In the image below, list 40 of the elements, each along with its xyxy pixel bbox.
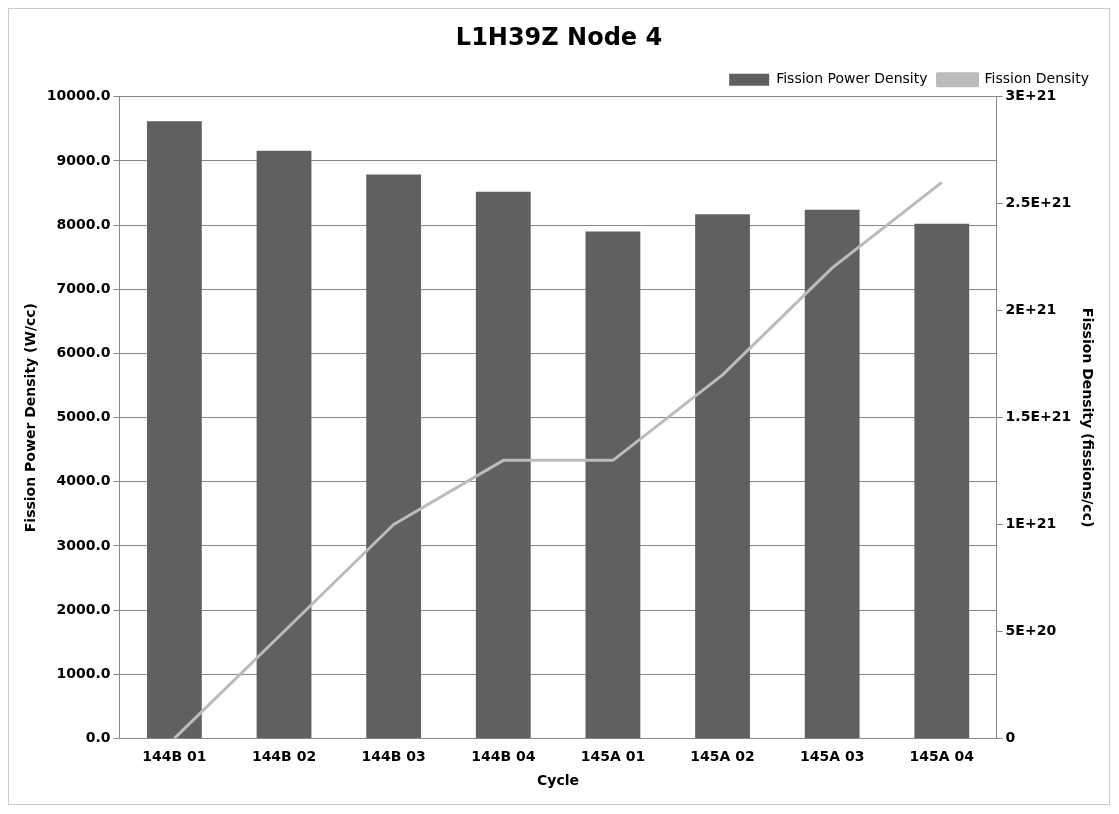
x-axis-title: Cycle — [537, 772, 580, 789]
y2-tick-label: 2.5E+21 — [1005, 194, 1072, 211]
y2-tick-label: 1E+21 — [1005, 515, 1057, 532]
bar — [695, 214, 750, 738]
bar — [804, 209, 860, 738]
x-tick-label: 145A 01 — [580, 748, 646, 765]
y2-tick-label: 3E+21 — [1005, 87, 1057, 104]
y-tick-label: 8000.0 — [56, 215, 111, 232]
y2-axis-title: Fission Density (fissions/cc) — [1079, 307, 1096, 528]
bar — [146, 121, 202, 738]
y-tick-label: 4000.0 — [56, 472, 111, 489]
x-tick-label: 145A 02 — [690, 748, 755, 765]
x-tick-label: 144B 02 — [251, 748, 317, 765]
bar — [475, 191, 531, 738]
bar — [366, 174, 422, 738]
y-tick-label: 3000.0 — [56, 536, 111, 553]
y2-tick-label: 1.5E+21 — [1005, 408, 1072, 425]
x-tick-label: 144B 01 — [142, 748, 207, 765]
y-axis-title: Fission Power Density (W/cc) — [22, 302, 39, 533]
y-tick-label: 6000.0 — [56, 344, 111, 361]
x-tick-label: 144B 04 — [471, 748, 536, 765]
x-tick-label: 145A 03 — [799, 748, 865, 765]
y2-tick-label: 0 — [1005, 729, 1016, 746]
y-tick-label: 5000.0 — [56, 408, 111, 425]
y-tick-label: 9000.0 — [56, 151, 111, 168]
y-tick-label: 7000.0 — [56, 279, 111, 296]
legend-label: Fission Density — [984, 70, 1089, 87]
bar — [914, 223, 970, 738]
y-tick-label: 10000.0 — [46, 87, 111, 104]
bar — [585, 231, 641, 738]
y-tick-label: 0.0 — [85, 729, 111, 746]
x-tick-label: 145A 04 — [909, 748, 975, 765]
bar — [256, 150, 312, 738]
legend-label: Fission Power Density — [776, 70, 928, 87]
y-tick-label: 1000.0 — [56, 664, 111, 681]
y-tick-label: 2000.0 — [56, 600, 111, 617]
chart-title: L1H39Z Node 4 — [455, 22, 663, 51]
x-tick-label: 144B 03 — [361, 748, 426, 765]
y2-tick-label: 5E+20 — [1005, 622, 1057, 639]
y2-tick-label: 2E+21 — [1005, 301, 1057, 318]
